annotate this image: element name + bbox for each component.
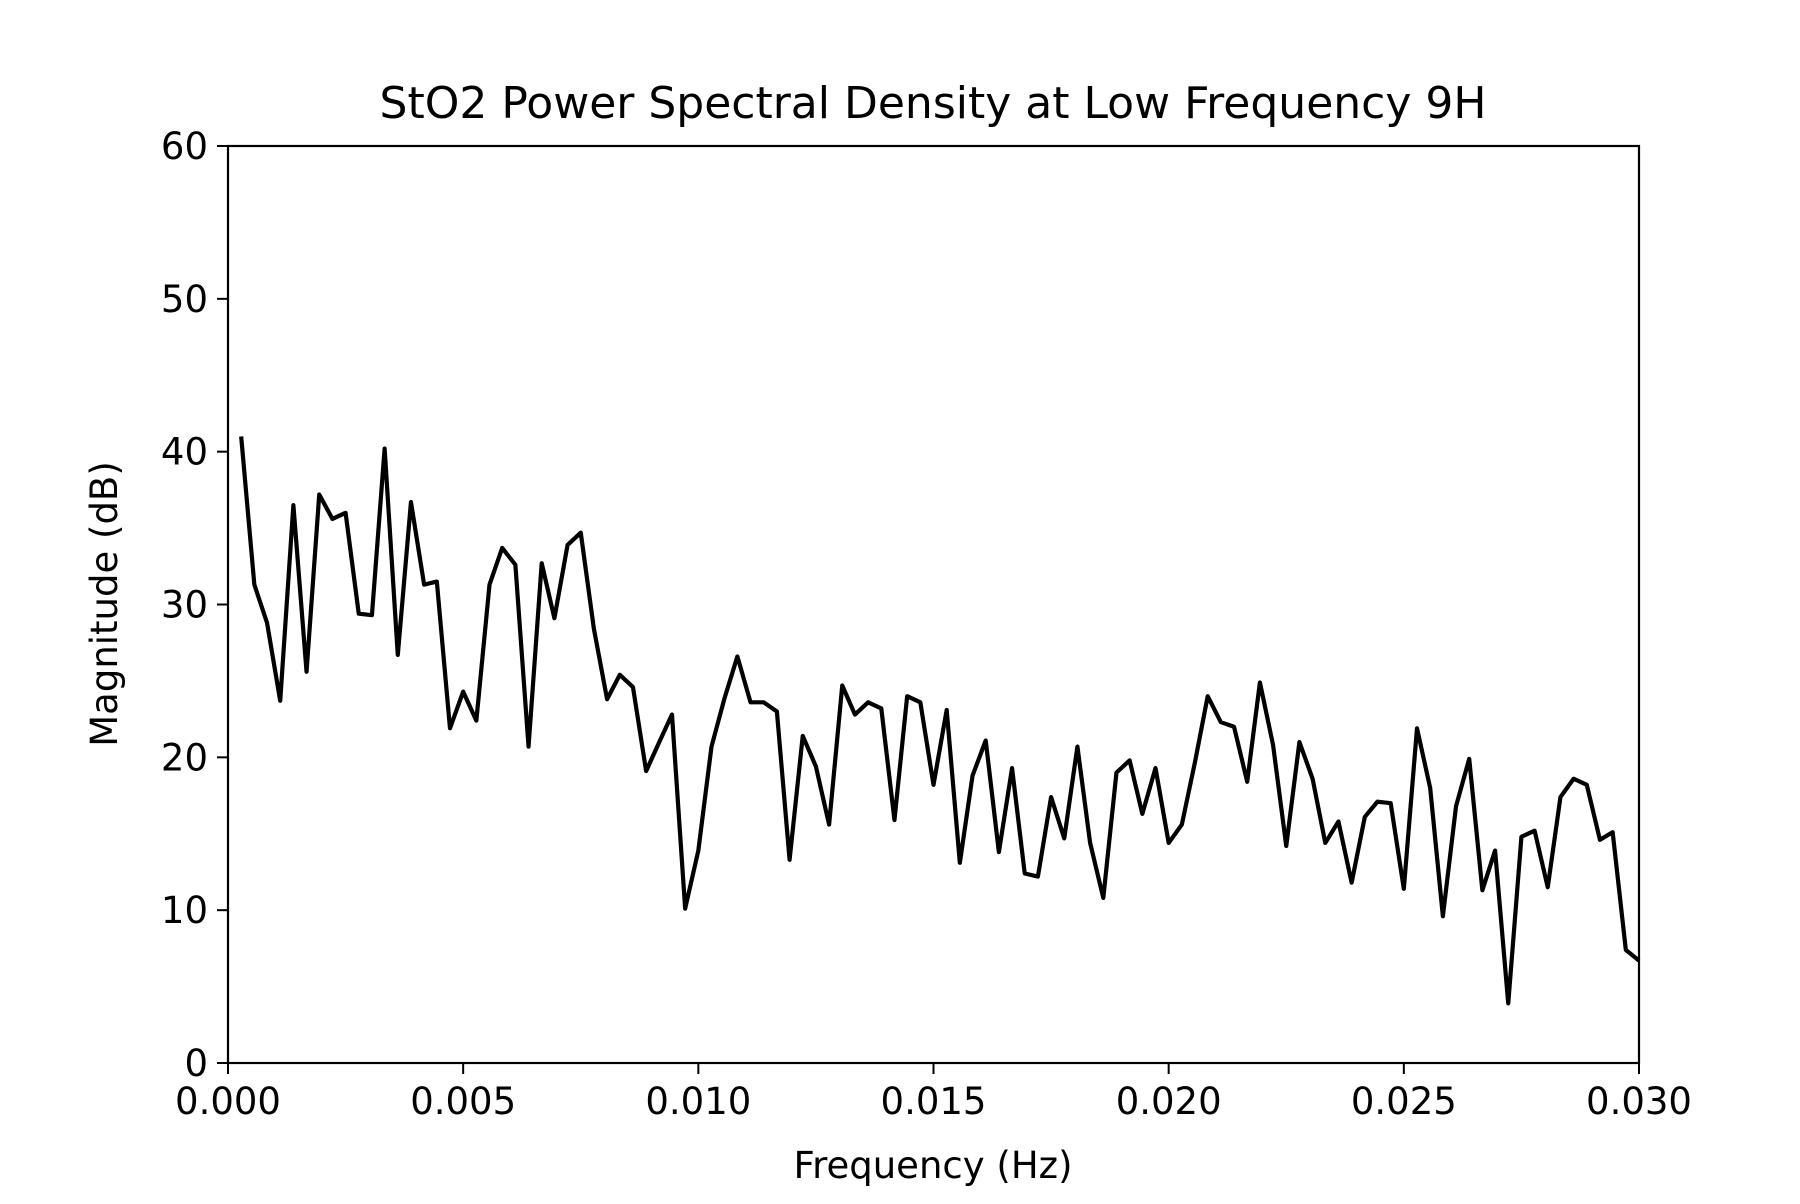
x-tick-label: 0.000 xyxy=(175,1080,281,1123)
y-tick-label: 0 xyxy=(184,1042,208,1085)
series-group xyxy=(239,436,1641,1006)
x-tick-label: 0.025 xyxy=(1351,1080,1457,1123)
x-tick-label: 0.030 xyxy=(1586,1080,1692,1123)
series-line xyxy=(239,436,1641,1006)
x-tick-label: 0.020 xyxy=(1116,1080,1222,1123)
x-tick-label: 0.015 xyxy=(881,1080,987,1123)
y-tick-label: 60 xyxy=(161,125,208,168)
x-axis-label: Frequency (Hz) xyxy=(793,1144,1072,1187)
plot-area xyxy=(226,144,1641,1065)
x-tick-label: 0.010 xyxy=(645,1080,751,1123)
y-tick-label: 30 xyxy=(161,584,208,627)
y-tick-label: 20 xyxy=(161,736,208,779)
x-tick-label: 0.005 xyxy=(410,1080,516,1123)
y-axis-label: Magnitude (dB) xyxy=(83,461,126,747)
y-tick-label: 50 xyxy=(161,278,208,321)
y-tick-label: 10 xyxy=(161,889,208,932)
chart-title: StO2 Power Spectral Density at Low Frequ… xyxy=(380,78,1487,129)
x-axis-ticks: 0.000 0.005 0.010 0.015 0.020 0.025 0.030 xyxy=(175,1063,1692,1123)
y-axis-ticks: 0 10 20 30 40 50 60 xyxy=(161,125,228,1085)
y-tick-label: 40 xyxy=(161,431,208,474)
